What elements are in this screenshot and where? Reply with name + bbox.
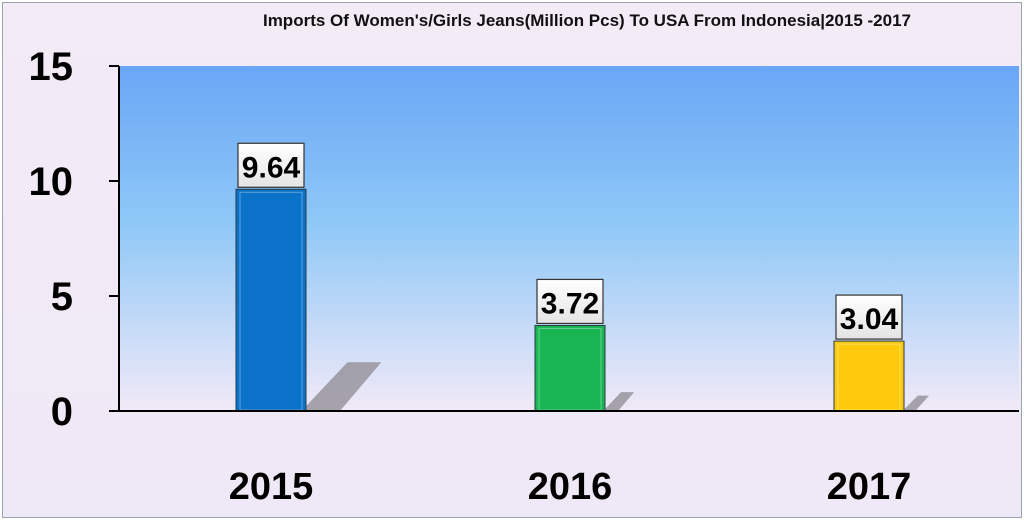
- bar-shadow: [904, 395, 929, 411]
- y-tick-label: 15: [29, 45, 74, 89]
- y-tick-label: 0: [51, 390, 73, 434]
- value-label: 3.04: [840, 303, 899, 336]
- bar-2015: [235, 188, 307, 412]
- bar-2016: [534, 324, 606, 412]
- value-label-box: [237, 142, 305, 188]
- x-tick-label: 2016: [528, 466, 613, 508]
- value-label: 3.72: [541, 287, 599, 320]
- y-tick-label: 5: [51, 275, 73, 319]
- value-label-box: [536, 278, 604, 325]
- x-tick-label: 2015: [229, 466, 314, 508]
- bar-shadow: [306, 362, 382, 411]
- value-label: 9.64: [242, 151, 301, 184]
- bar-2017: [833, 340, 905, 412]
- bar-shadow: [605, 392, 635, 411]
- x-tick-label: 2017: [827, 466, 912, 508]
- y-tick-label: 10: [29, 160, 74, 204]
- chart-svg: 9.64 3.72 3.04 0 5 10 15 2015 2016 2017: [29, 45, 1019, 508]
- chart-title: Imports Of Women's/Girls Jeans(Million P…: [262, 11, 912, 30]
- value-label-box: [835, 294, 903, 340]
